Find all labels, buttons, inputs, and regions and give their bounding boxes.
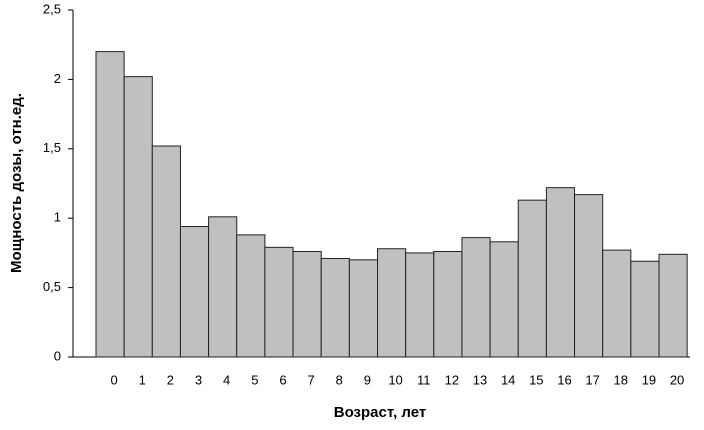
x-tick-label: 14 (501, 372, 515, 387)
x-tick-label: 20 (670, 372, 684, 387)
y-tick-label: 1,5 (43, 140, 61, 155)
x-tick-label: 0 (110, 372, 117, 387)
bar (292, 251, 322, 358)
bar (658, 253, 688, 358)
x-tick-label: 16 (557, 372, 571, 387)
bar (489, 241, 519, 358)
y-axis-label: Мощность дозы, отн.ед. (8, 93, 25, 273)
bar (179, 226, 210, 358)
bar (95, 51, 125, 358)
x-tick-label: 1 (139, 372, 146, 387)
bar (236, 234, 266, 358)
x-tick-label: 2 (167, 372, 174, 387)
bar (123, 76, 153, 358)
x-tick-label: 17 (585, 372, 599, 387)
bar (320, 257, 350, 358)
x-tick-label: 9 (364, 372, 371, 387)
x-tick-label: 6 (279, 372, 286, 387)
bar (630, 260, 660, 358)
bar (208, 216, 238, 358)
x-tick-label: 10 (388, 372, 402, 387)
y-tick-label: 1 (54, 210, 61, 225)
bar (545, 187, 576, 358)
y-tick-label: 2,5 (43, 1, 61, 16)
bar (461, 237, 491, 358)
x-tick-label: 5 (251, 372, 258, 387)
x-tick-label: 15 (529, 372, 543, 387)
bar (405, 252, 435, 358)
x-tick-label: 7 (308, 372, 315, 387)
x-tick-label: 12 (445, 372, 459, 387)
x-tick-label: 8 (336, 372, 343, 387)
x-tick-label: 11 (417, 372, 431, 387)
bar (574, 194, 604, 358)
y-tick-label: 0 (54, 348, 61, 363)
x-axis-label: Возраст, лет (334, 404, 426, 421)
bar (433, 251, 463, 358)
x-tick-label: 18 (614, 372, 628, 387)
bar (151, 145, 181, 358)
x-tick-label: 13 (473, 372, 487, 387)
x-tick-label: 4 (223, 372, 230, 387)
bar (602, 249, 632, 358)
bar (377, 248, 407, 358)
bar (517, 199, 547, 358)
x-tick-label: 3 (195, 372, 202, 387)
y-tick-label: 2 (54, 71, 61, 86)
bar (264, 246, 294, 358)
bar (348, 259, 379, 358)
y-tick-label: 0,5 (43, 279, 61, 294)
x-tick-label: 19 (642, 372, 656, 387)
